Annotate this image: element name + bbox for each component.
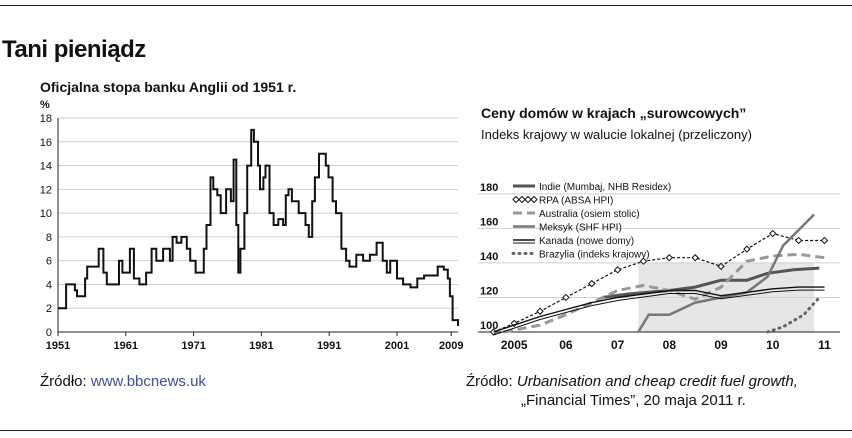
y-tick-label: 14 — [40, 161, 52, 173]
legend-label: Indie (Mumbaj, NHB Residex) — [539, 182, 671, 193]
legend-marker — [530, 195, 538, 204]
legend-label: Australia (osiem stolic) — [539, 209, 640, 220]
y-tick-label: 4 — [46, 279, 52, 291]
legend-label: Kanada (nowe domy) — [539, 236, 634, 247]
right-chart-title: Ceny domów w krajach „surowcowych” — [481, 105, 747, 121]
legend-marker — [518, 195, 526, 204]
y-tick-label: 6 — [46, 256, 52, 268]
right-source: Źródło: Urbanisation and cheap credit fu… — [466, 372, 798, 392]
right-source-publication: „Financial Times”, 20 maja 2011 r. — [521, 392, 746, 409]
right-source-article: Urbanisation and cheap credit fuel growt… — [516, 373, 798, 390]
left-source: Źródło: www.bbcnews.uk — [40, 372, 206, 392]
left-chart-title: Oficjalna stopa banku Anglii od 1951 r. — [40, 79, 297, 95]
series-point — [769, 229, 777, 238]
series-line-4 — [493, 286, 825, 333]
right-source-label: Źródło: — [466, 373, 517, 390]
series-point — [613, 266, 622, 274]
series-point — [639, 257, 648, 265]
x-tick-label: 1981 — [249, 340, 273, 352]
legend-marker — [524, 195, 532, 204]
y-tick-label: 120 — [480, 285, 498, 297]
series-line-0 — [601, 266, 820, 299]
legend-label: RPA (ABSA HPI) — [539, 196, 613, 207]
series-point — [510, 319, 518, 328]
x-tick-label: 2005 — [501, 338, 528, 352]
x-tick-label: 1961 — [114, 340, 138, 352]
right-chart-subtitle: Indeks krajowy w walucie lokalnej (przel… — [481, 127, 752, 142]
series-point — [794, 236, 803, 245]
series-point — [665, 254, 674, 262]
bank-rate-line — [58, 128, 459, 327]
x-tick-label: 1971 — [181, 340, 205, 352]
series-line-3 — [637, 213, 815, 333]
source-link[interactable]: www.bbcnews.uk — [90, 373, 206, 390]
x-tick-label: 06 — [559, 338, 573, 352]
y-tick-label: 8 — [46, 232, 52, 244]
series-point — [691, 254, 699, 262]
y-tick-label: 2 — [46, 303, 52, 315]
series-line-4-second — [493, 289, 825, 336]
series-point — [743, 245, 751, 253]
x-tick-label: 09 — [714, 338, 728, 352]
series-point — [536, 307, 544, 315]
y-tick-label: 100 — [480, 320, 498, 332]
series-line-1 — [493, 232, 825, 333]
legend-label: Brazylia (indeks krajowy) — [539, 250, 650, 261]
series-point — [588, 279, 596, 288]
x-tick-label: 2001 — [385, 340, 409, 352]
series-point — [717, 262, 725, 271]
page-title: Tani pieniądz — [2, 36, 146, 63]
x-tick-label: 10 — [766, 338, 780, 352]
y-tick-label: 160 — [480, 216, 498, 228]
y-tick-label: 0 — [46, 327, 52, 339]
x-tick-label: 07 — [611, 338, 625, 352]
y-tick-label: 140 — [480, 251, 498, 263]
legend-marker — [512, 195, 520, 204]
y-tick-label: 16 — [40, 137, 52, 149]
y-tick-label: 12 — [40, 184, 52, 196]
left-source-label: Źródło: — [40, 373, 91, 390]
y-axis-unit: % — [40, 99, 50, 111]
y-tick-label: 18 — [40, 113, 52, 125]
bottom-rule — [0, 430, 852, 431]
x-tick-label: 2009 — [439, 340, 463, 352]
legend-label: Meksyk (SHF HPI) — [539, 223, 622, 234]
series-point — [820, 236, 829, 245]
series-line-5 — [766, 296, 821, 334]
y-tick-label: 180 — [480, 182, 498, 194]
x-tick-label: 08 — [663, 338, 677, 352]
series-point — [562, 293, 570, 302]
y-tick-label: 10 — [40, 208, 52, 220]
x-tick-label: 1951 — [46, 340, 70, 352]
top-rule — [0, 5, 852, 6]
x-tick-label: 11 — [818, 338, 831, 352]
x-tick-label: 1991 — [317, 340, 341, 352]
